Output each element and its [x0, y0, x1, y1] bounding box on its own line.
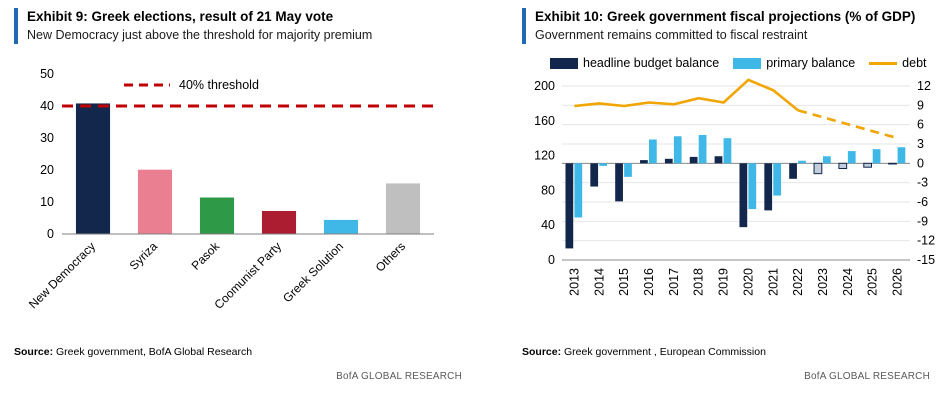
svg-text:-6: -6 [917, 195, 928, 209]
svg-text:Others: Others [373, 239, 408, 274]
svg-text:50: 50 [40, 67, 54, 81]
svg-text:20: 20 [40, 163, 54, 177]
right-source-label: Source: [522, 346, 562, 358]
svg-text:80: 80 [541, 183, 555, 197]
svg-text:40% threshold: 40% threshold [179, 78, 259, 92]
svg-text:160: 160 [534, 114, 555, 128]
legend-item-headline-budget-balance: headline budget balance [550, 56, 719, 70]
svg-text:30: 30 [40, 131, 54, 145]
svg-text:2016: 2016 [642, 268, 656, 296]
right-footer-brand: BofA GLOBAL RESEARCH [804, 371, 930, 382]
svg-text:0: 0 [917, 156, 924, 170]
headline-budget-balance-swatch-icon [550, 57, 578, 69]
right-exhibit-subtitle: Government remains committed to fiscal r… [535, 28, 808, 43]
svg-text:3: 3 [917, 137, 924, 151]
left-exhibit-header: Exhibit 9: Greek elections, result of 21… [14, 8, 462, 45]
legend-label-headline-budget-balance: headline budget balance [583, 56, 720, 71]
right-source-text: Greek government , European Commission [561, 346, 766, 358]
svg-text:-9: -9 [917, 214, 928, 228]
svg-text:2014: 2014 [592, 268, 606, 296]
svg-text:-3: -3 [917, 176, 928, 190]
svg-text:10: 10 [40, 195, 54, 209]
fiscal-projections-panel: Exhibit 10: Greek government fiscal proj… [522, 8, 935, 382]
svg-text:2026: 2026 [891, 268, 905, 296]
svg-text:2024: 2024 [841, 268, 855, 296]
right-exhibit-header: Exhibit 10: Greek government fiscal proj… [522, 8, 930, 45]
fiscal-chart-area: -15 -12 -9 -6 -3 0 3 6 9 12 0 40 80 120 160 200 2013 2014… [522, 74, 935, 331]
election-results-panel: Exhibit 9: Greek elections, result of 21… [14, 8, 462, 382]
svg-text:2015: 2015 [617, 268, 631, 296]
left-source-text: Greek government, BofA Global Research [53, 346, 253, 358]
svg-text:2025: 2025 [866, 268, 880, 296]
fiscal-chart-legend: headline budget balance primary balance … [550, 56, 930, 70]
svg-text:2018: 2018 [692, 268, 706, 296]
svg-text:Syriza: Syriza [127, 239, 161, 273]
svg-text:0: 0 [548, 253, 555, 267]
left-source: Source: Greek government, BofA Global Re… [14, 346, 252, 358]
svg-text:9: 9 [917, 98, 924, 112]
debt-line-swatch-icon [869, 61, 898, 65]
legend-label-debt: debt [902, 56, 927, 71]
election-chart-area: 0 10 20 30 40 50 New Democracy Syriza Pasok Coomu… [14, 58, 462, 325]
svg-text:Pasok: Pasok [189, 239, 223, 273]
svg-text:2021: 2021 [766, 268, 780, 296]
left-exhibit-subtitle: New Democracy just above the threshold f… [27, 28, 373, 43]
legend-item-primary-balance: primary balance [733, 56, 855, 70]
svg-text:Coomunist Party: Coomunist Party [211, 239, 284, 312]
left-exhibit-title: Exhibit 9: Greek elections, result of 21… [27, 9, 334, 24]
svg-text:40: 40 [40, 99, 54, 113]
svg-text:0: 0 [47, 227, 54, 241]
legend-item-debt: debt [869, 56, 927, 71]
election-bar-chart: 0 10 20 30 40 50 New Democracy Syriza PasokCoomu… [26, 67, 434, 312]
right-source: Source: Greek government , European Comm… [522, 346, 766, 358]
svg-text:2017: 2017 [667, 268, 681, 296]
svg-text:2022: 2022 [791, 268, 805, 296]
right-exhibit-title: Exhibit 10: Greek government fiscal proj… [535, 9, 916, 24]
left-footer-brand: BofA GLOBAL RESEARCH [336, 371, 462, 382]
svg-text:200: 200 [534, 79, 555, 93]
svg-text:New Democracy: New Democracy [26, 239, 98, 311]
svg-text:2020: 2020 [741, 268, 755, 296]
primary-balance-swatch-icon [733, 57, 762, 69]
svg-text:2023: 2023 [816, 268, 830, 296]
svg-text:Greek Solution: Greek Solution [280, 239, 346, 305]
svg-text:2019: 2019 [717, 268, 731, 296]
svg-text:40: 40 [541, 218, 555, 232]
left-source-label: Source: [14, 346, 54, 358]
legend-label-primary-balance: primary balance [766, 56, 856, 71]
svg-text:6: 6 [917, 118, 924, 132]
svg-text:-12: -12 [917, 234, 935, 248]
svg-text:12: 12 [917, 79, 931, 93]
svg-text:120: 120 [534, 149, 555, 163]
svg-text:-15: -15 [917, 253, 935, 267]
svg-text:2013: 2013 [567, 268, 581, 296]
